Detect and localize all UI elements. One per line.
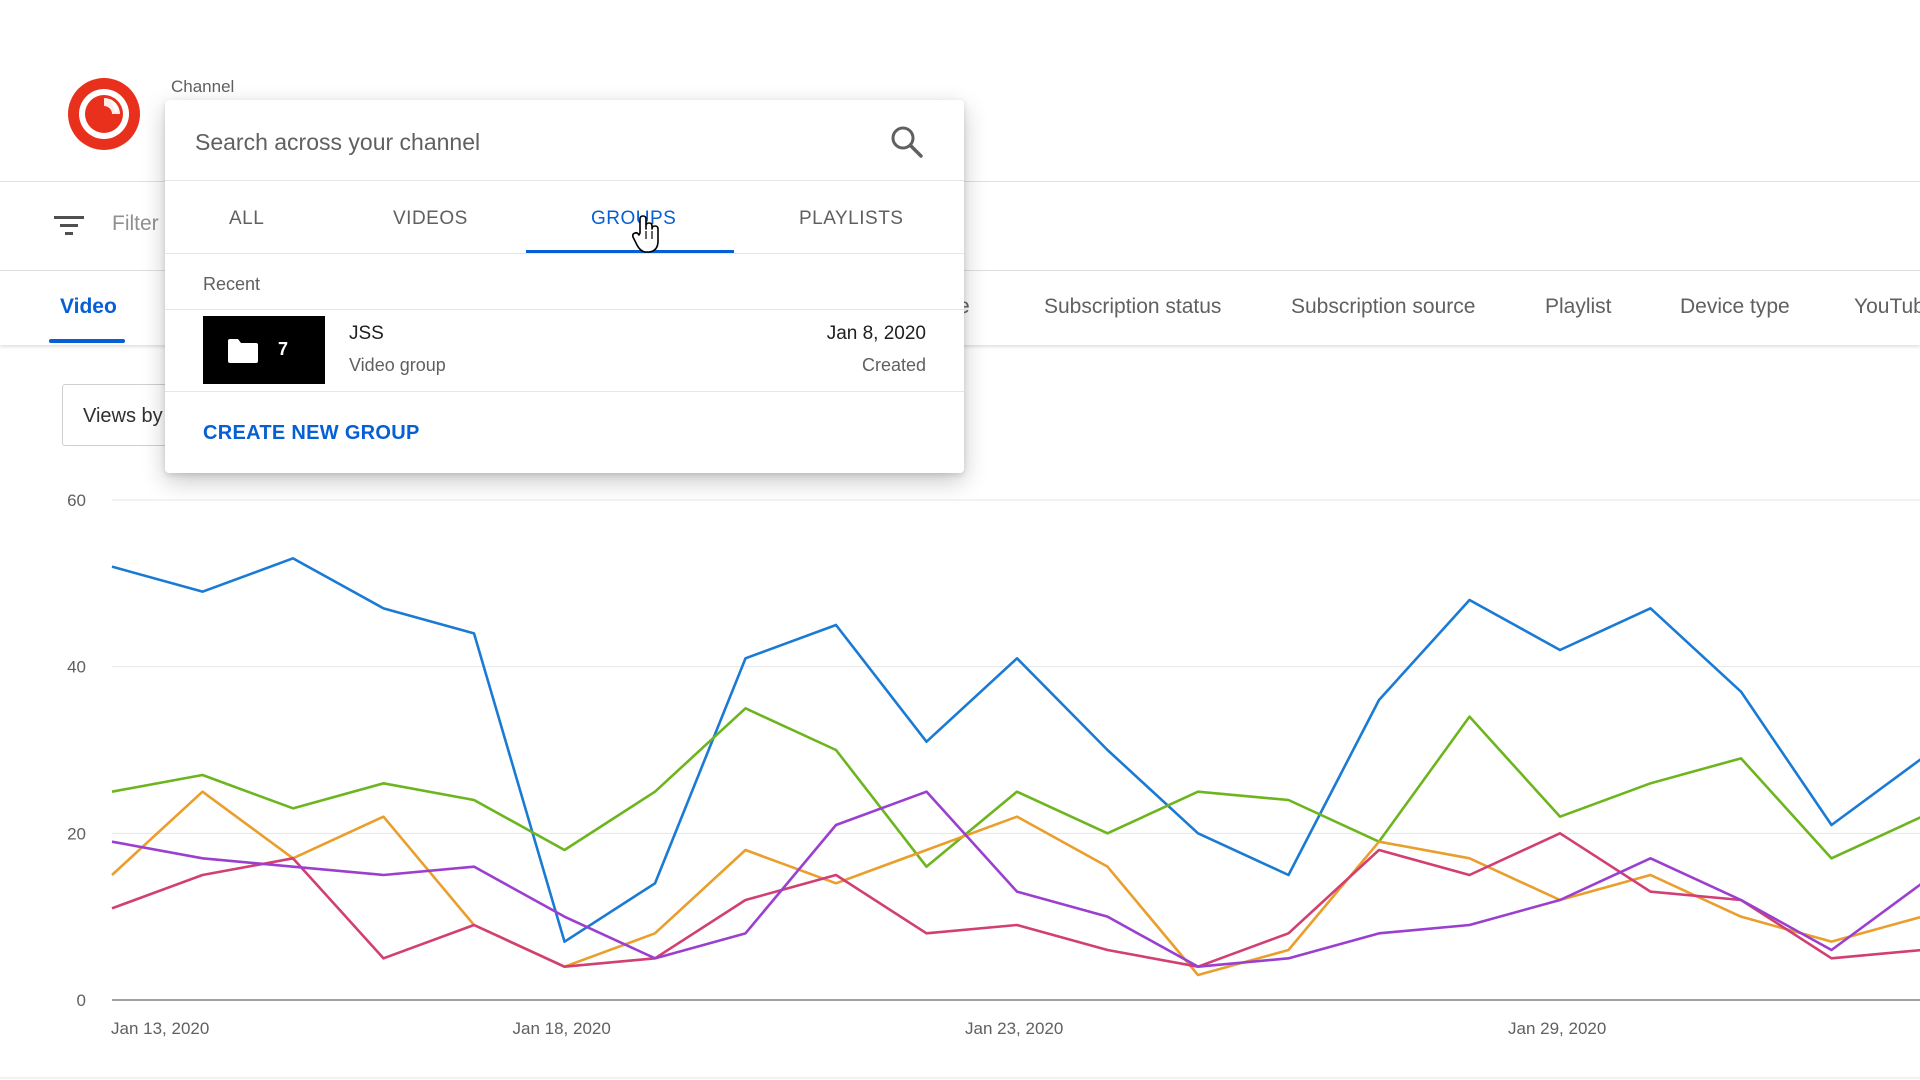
result-status: Created [861, 355, 926, 375]
series-line-1[interactable] [111, 557, 1920, 943]
tab-videos[interactable]: VIDEOS [393, 208, 468, 229]
result-title: JSS [349, 323, 384, 344]
filter-icon[interactable] [54, 213, 84, 237]
y-tick-label: 20 [67, 824, 86, 843]
filter-input[interactable]: Filter [112, 212, 159, 235]
result-date: Jan 8, 2020 [826, 323, 926, 344]
tab-groups[interactable]: GROUPS [591, 208, 677, 229]
create-new-group-button[interactable]: CREATE NEW GROUP [203, 422, 420, 444]
tab-playlists[interactable]: PLAYLISTS [799, 208, 904, 229]
result-type: Video group [349, 355, 446, 375]
tab-youtube[interactable]: YouTub [1854, 295, 1920, 318]
divider [165, 391, 964, 392]
y-tick-label: 0 [77, 991, 86, 1010]
divider [165, 253, 964, 254]
x-tick-label: Jan 18, 2020 [513, 1019, 611, 1038]
y-tick-label: 60 [67, 491, 86, 510]
channel-label: Channel [171, 77, 235, 96]
metric-dropdown-value: Views by [83, 405, 163, 427]
active-tab-indicator [526, 250, 734, 253]
search-icon[interactable] [887, 122, 927, 162]
channel-logo[interactable] [66, 76, 142, 152]
folder-icon [228, 339, 258, 363]
group-item-count: 7 [278, 339, 289, 359]
tab-playlist[interactable]: Playlist [1545, 295, 1612, 318]
divider [165, 180, 964, 181]
line-chart: 0 20 40 60 Jan 13, 2020 Jan 18, 2020 Jan 23, 2… [0, 491, 1920, 1079]
tab-device-type[interactable]: Device type [1680, 295, 1790, 318]
series-line-4[interactable] [111, 832, 1920, 968]
active-tab-indicator [49, 339, 125, 343]
series-line-2[interactable] [111, 707, 1920, 868]
x-tick-label: Jan 13, 2020 [111, 1019, 209, 1038]
x-tick-label: Jan 29, 2020 [1508, 1019, 1606, 1038]
search-popup: ALL VIDEOS GROUPS PLAYLISTS Recent 7 JSS… [165, 100, 964, 473]
divider [165, 309, 964, 310]
series-line-3[interactable] [111, 790, 1920, 977]
recent-label: Recent [203, 274, 261, 294]
result-group-item[interactable]: 7 JSS Video group Jan 8, 2020 Created [165, 310, 964, 391]
y-tick-label: 40 [67, 658, 86, 677]
tab-subscription-status[interactable]: Subscription status [1044, 295, 1222, 318]
hand-pointer-cursor [632, 215, 659, 253]
group-thumbnail: 7 [203, 316, 325, 384]
x-tick-label: Jan 23, 2020 [965, 1019, 1063, 1038]
tab-all[interactable]: ALL [229, 208, 265, 229]
tab-subscription-source[interactable]: Subscription source [1291, 295, 1476, 318]
search-input[interactable] [195, 122, 855, 162]
series-line-5[interactable] [111, 790, 1920, 968]
tab-video[interactable]: Video [60, 295, 117, 318]
